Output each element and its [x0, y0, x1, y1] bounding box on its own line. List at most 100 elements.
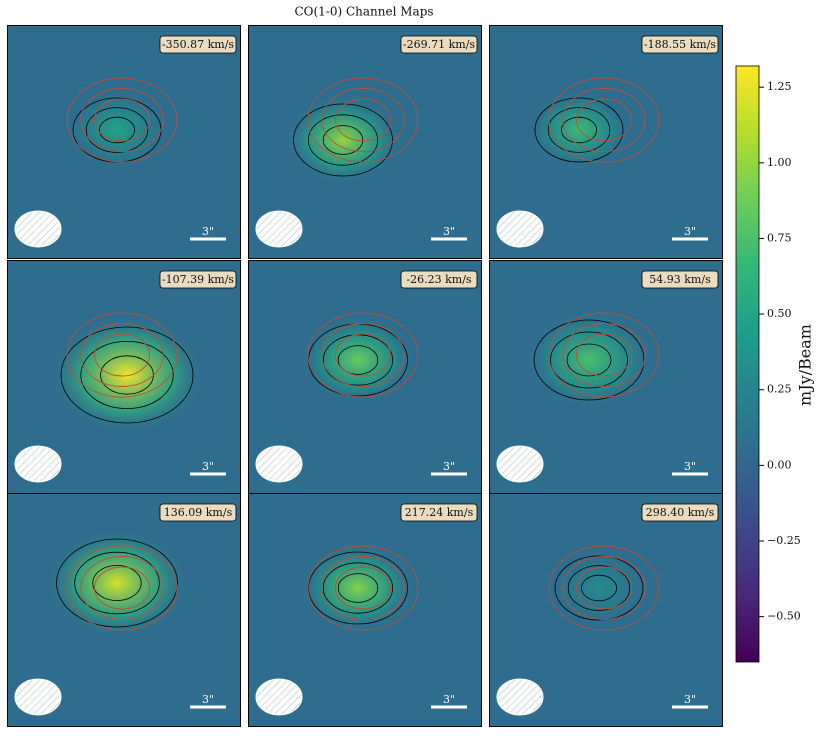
channel-panel: -350.87 km/s 3": [7, 25, 241, 259]
contour: [550, 331, 628, 389]
label-box: [159, 503, 237, 522]
reference-contour: [576, 333, 632, 377]
channel-label: -269.71 km/s: [403, 38, 476, 51]
reference-contour: [321, 88, 405, 152]
channel-panel: -107.39 km/s 3": [7, 260, 241, 494]
channel-panel: -188.55 km/s 3": [489, 25, 723, 259]
reference-contour: [94, 98, 150, 142]
contour: [322, 125, 364, 155]
colorbar: [735, 65, 760, 663]
contour: [566, 343, 612, 377]
panel-frame: [489, 25, 723, 259]
panel-frame: [248, 493, 482, 727]
label-box: [641, 270, 719, 289]
panel-frame: [248, 25, 482, 259]
reference-contour: [548, 545, 660, 631]
colorbar-tick-label: 1.25: [767, 80, 792, 93]
reference-contour: [548, 77, 660, 163]
scale-bar-label: 3": [443, 460, 455, 473]
emission-peak: [49, 315, 205, 435]
emission-peak: [45, 528, 189, 638]
reference-contour: [562, 88, 646, 152]
scale-bar-label: 3": [202, 460, 214, 473]
panel-frame: [489, 493, 723, 727]
reference-contour: [321, 556, 405, 620]
panel-frame: [7, 25, 241, 259]
beam: [496, 445, 544, 483]
emission-peak: [299, 315, 417, 405]
contour: [307, 114, 379, 166]
contour: [322, 334, 394, 386]
reference-contour: [66, 77, 178, 163]
contour: [85, 107, 149, 153]
contour: [99, 116, 136, 144]
contour: [80, 341, 174, 409]
colorbar-tick-label: 0.25: [767, 383, 792, 396]
contour: [92, 565, 142, 602]
reference-contour: [576, 98, 632, 142]
reference-contour: [562, 323, 646, 387]
channel-panel: 217.24 km/s 3": [248, 493, 482, 727]
beam: [14, 678, 62, 716]
channel-label: 217.24 km/s: [405, 506, 474, 519]
emission-peak: [524, 310, 654, 410]
contour: [567, 565, 631, 611]
contour: [534, 97, 624, 163]
channel-panel: -26.23 km/s 3": [248, 260, 482, 494]
channel-panel: -269.71 km/s 3": [248, 25, 482, 259]
scale-bar-label: 3": [443, 693, 455, 706]
channel-label: 136.09 km/s: [164, 506, 233, 519]
contour: [337, 345, 379, 375]
emission-peak: [284, 95, 402, 185]
label-box: [400, 270, 478, 289]
channel-label: -26.23 km/s: [406, 273, 472, 286]
contour: [60, 326, 194, 424]
label-box: [400, 503, 478, 522]
beam: [496, 210, 544, 248]
channel-panel: 54.93 km/s 3": [489, 260, 723, 494]
contour: [322, 562, 394, 614]
label-box: [400, 35, 478, 54]
contour: [56, 538, 178, 628]
emission-peak: [65, 90, 169, 170]
reference-contour: [321, 323, 405, 387]
contour: [561, 116, 598, 144]
reference-contour: [66, 312, 178, 398]
contour: [74, 551, 160, 615]
colorbar-tick-label: −0.25: [767, 534, 801, 547]
scale-bar-label: 3": [684, 693, 696, 706]
colorbar-tick-label: 1.00: [767, 156, 792, 169]
contour: [337, 573, 379, 603]
scale-bar-label: 3": [684, 225, 696, 238]
reference-contour: [562, 556, 646, 620]
reference-contour: [80, 556, 164, 620]
contour: [293, 103, 393, 177]
reference-contour: [335, 333, 391, 377]
channel-panel: 136.09 km/s 3": [7, 493, 241, 727]
label-box: [159, 35, 237, 54]
reference-contour: [80, 88, 164, 152]
scale-bar-label: 3": [202, 225, 214, 238]
reference-contour: [66, 545, 178, 631]
reference-contour: [94, 333, 150, 377]
reference-contour: [307, 77, 419, 163]
label-box: [159, 270, 237, 289]
emission-peak: [299, 543, 417, 633]
channel-label: 298.40 km/s: [646, 506, 715, 519]
reference-contour: [548, 312, 660, 398]
beam: [255, 678, 303, 716]
label-box: [641, 503, 719, 522]
beam: [14, 445, 62, 483]
colorbar-tick-label: 0.75: [767, 231, 792, 244]
contour: [533, 319, 645, 401]
contour: [308, 551, 408, 625]
channel-label: -350.87 km/s: [162, 38, 235, 51]
scale-bar-label: 3": [684, 460, 696, 473]
label-box: [641, 35, 719, 54]
reference-contour: [94, 566, 150, 610]
emission-peak: [547, 548, 651, 628]
colorbar-label: mJy/Beam: [796, 324, 815, 406]
reference-contour: [576, 566, 632, 610]
contour: [554, 555, 644, 621]
